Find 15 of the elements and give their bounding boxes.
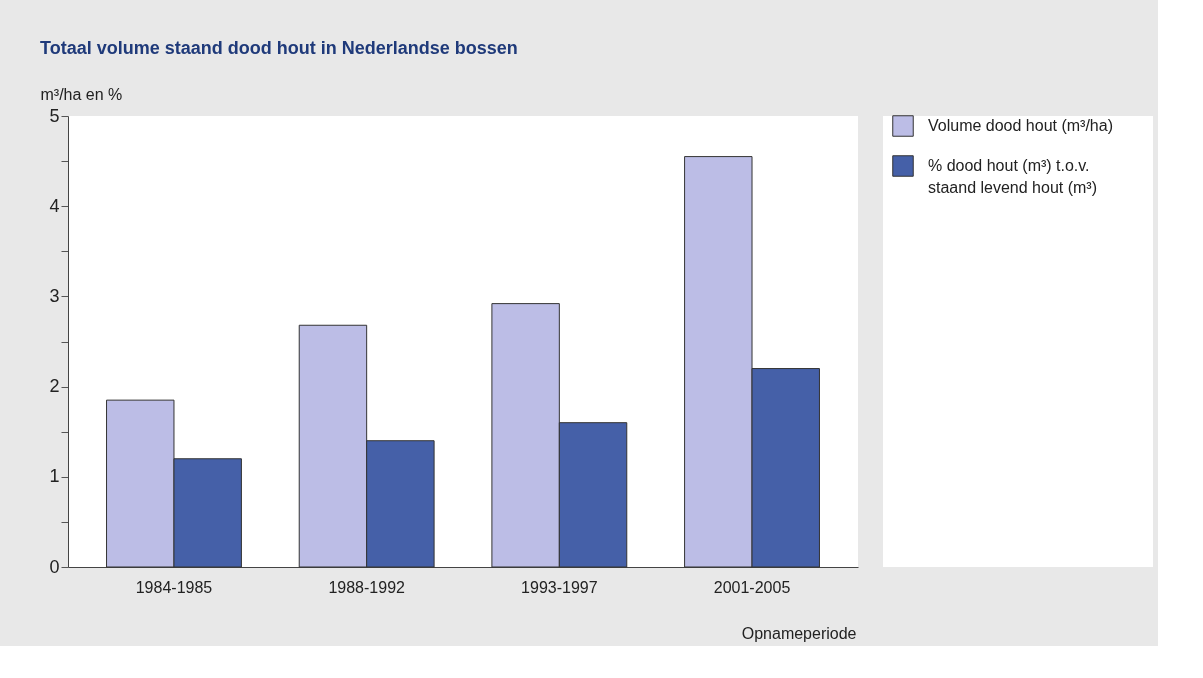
x-tick-label: 1984-1985 (135, 578, 213, 596)
y-tick-label: 5 (49, 105, 60, 126)
x-tick-label: 2001-2005 (713, 578, 791, 596)
x-tick-label: 1988-1992 (328, 578, 406, 596)
x-axis-title: Opnameperiode (741, 624, 857, 642)
legend-label: Volume dood hout (m³/ha) (928, 117, 1113, 134)
x-tick-label: 1993-1997 (521, 578, 598, 596)
y-tick-label: 3 (49, 285, 60, 306)
chart-title: Totaal volume staand dood hout in Nederlandse bossen (40, 38, 518, 58)
y-tick-label: 4 (49, 195, 60, 216)
y-axis-title: m³/ha en % (40, 85, 123, 103)
y-tick-label: 1 (49, 466, 60, 487)
y-tick-label: 0 (49, 556, 60, 577)
y-tick-label: 2 (49, 376, 60, 397)
legend-label: % dood hout (m³) t.o.v. staand levend hout (m³) (928, 157, 1097, 196)
